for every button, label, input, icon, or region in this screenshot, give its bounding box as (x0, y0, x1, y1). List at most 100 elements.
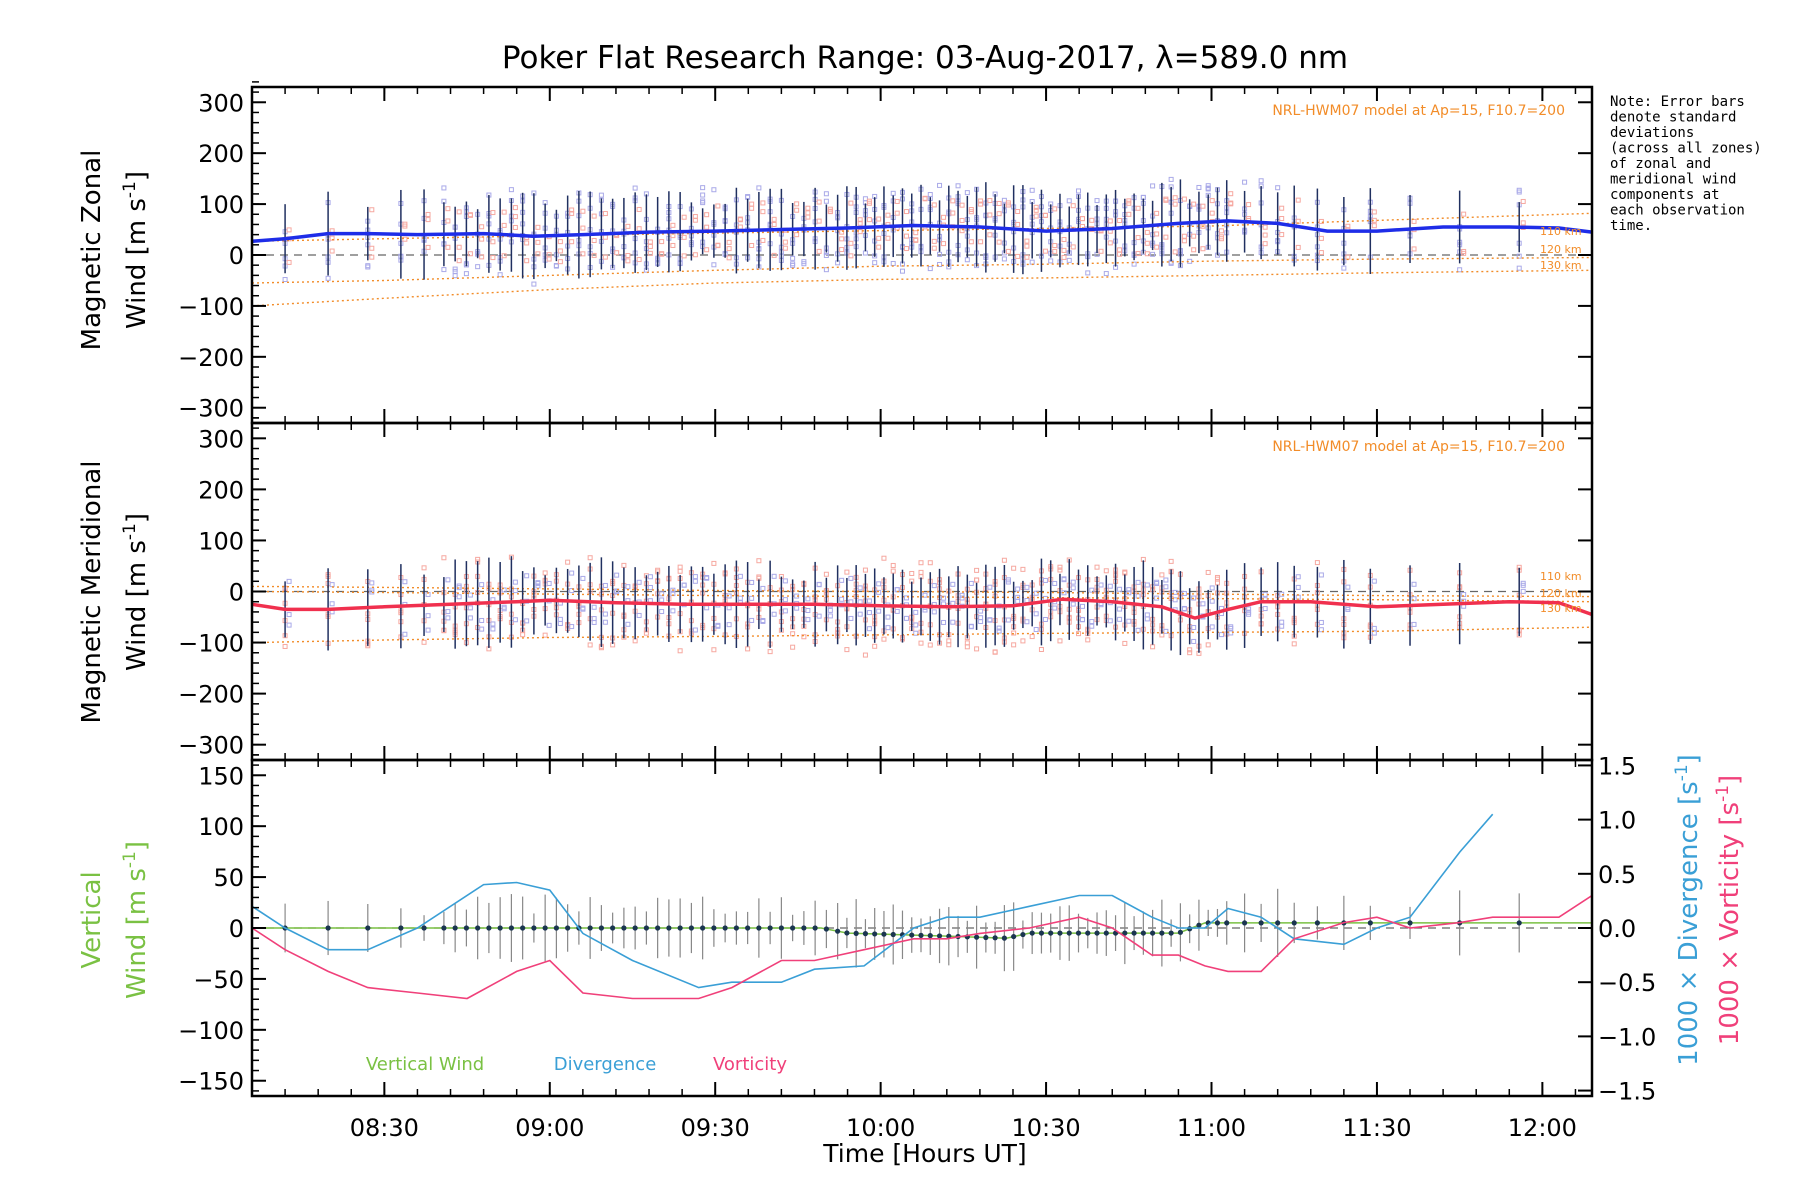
zone-point (542, 632, 548, 638)
vertical-wind-point (711, 925, 717, 931)
km-label: 120 km (1540, 587, 1582, 600)
zone-point (922, 592, 928, 598)
zone-point (857, 611, 863, 617)
zone-point (844, 647, 850, 653)
zone-point (848, 575, 854, 581)
zone-point (715, 622, 721, 628)
zone-point (894, 210, 900, 216)
zone-point (749, 595, 755, 601)
note-line: time. (1610, 218, 1652, 234)
zone-point (737, 573, 743, 579)
vertical-wind-point (756, 925, 762, 931)
y2-tick-label: 0.0 (1598, 915, 1636, 943)
zone-point (1279, 216, 1285, 222)
vertical-wind-point (666, 925, 672, 931)
zone-point (659, 597, 665, 603)
zone-point (711, 262, 717, 268)
zone-point (587, 642, 593, 648)
vertical-wind-point (918, 932, 924, 938)
vertical-wind-point (1314, 920, 1320, 926)
zone-point (1126, 618, 1132, 624)
zone-point (978, 608, 984, 614)
zone-point (1107, 240, 1113, 246)
zone-point (903, 233, 909, 239)
zone-point (456, 244, 462, 250)
zone-point (1318, 627, 1324, 633)
zone-point (946, 642, 952, 648)
y-tick-label: 0 (229, 915, 244, 943)
zone-point (749, 243, 755, 249)
zone-point (402, 236, 408, 242)
vertical-wind-point (1150, 930, 1156, 936)
zone-point (501, 587, 507, 593)
zone-point (737, 224, 743, 230)
zone-point (862, 250, 868, 256)
zone-point (692, 252, 698, 258)
zone-point (542, 570, 548, 576)
zone-point (1094, 564, 1100, 570)
zone-point (1345, 584, 1351, 590)
zone-point (1295, 197, 1301, 203)
panel-zonal: NRL-HWM07 model at Ap=15, F10.7=200 110 k… (178, 81, 1594, 425)
zone-point (501, 222, 507, 228)
zone-point (1103, 271, 1109, 277)
zone-point (591, 213, 597, 219)
zone-point (425, 211, 431, 217)
zone-point (1457, 267, 1463, 273)
zone-point (1191, 595, 1197, 601)
zone-point (1345, 254, 1351, 260)
zone-point (1015, 221, 1021, 227)
zone-point (771, 221, 777, 227)
zone-point (1089, 587, 1095, 593)
vertical-wind-point (1029, 930, 1035, 936)
zone-point (767, 649, 773, 655)
zone-point (964, 257, 970, 263)
vertical-wind-point (553, 925, 559, 931)
y-tick-label: 50 (213, 864, 244, 892)
vertical-wind-point (881, 931, 887, 937)
zone-point (670, 608, 676, 614)
zone-point (760, 585, 766, 591)
y-tick-label: 300 (198, 425, 244, 453)
zone-point (805, 617, 811, 623)
zone-point (978, 198, 984, 204)
zone-point (463, 271, 469, 277)
zone-point (903, 209, 909, 215)
x-tick-label: 10:30 (1011, 1114, 1080, 1142)
zone-point (903, 615, 909, 621)
vorticity-ylabel: 1000 × Vorticity [s-1] (1713, 775, 1745, 1045)
zone-point (1075, 631, 1081, 637)
zone-point (557, 239, 563, 245)
zone-point (587, 555, 593, 561)
zone-point (872, 260, 878, 266)
zone-point (715, 243, 721, 249)
zone-point (844, 569, 850, 575)
note-line: meridional wind (1610, 172, 1736, 188)
zone-point (749, 579, 755, 585)
zone-point (365, 264, 371, 270)
zone-point (876, 581, 882, 587)
zone-point (1144, 582, 1150, 588)
zone-point (636, 579, 642, 585)
zone-point (1262, 606, 1268, 612)
zone-point (823, 191, 829, 197)
note-line: denote standard (1610, 110, 1736, 126)
zone-point (885, 235, 891, 241)
zone-point (1262, 232, 1268, 238)
zone-point (425, 217, 431, 223)
vertical-wind-point (452, 925, 458, 931)
zone-point (918, 569, 924, 575)
x-tick-label: 11:30 (1342, 1114, 1411, 1142)
zone-point (782, 608, 788, 614)
zone-point (580, 251, 586, 257)
zone-point (1191, 233, 1197, 239)
vertical-ylabel-line2: Wind [m s-1] (120, 841, 152, 999)
zone-point (1154, 231, 1160, 237)
zone-point (1520, 198, 1526, 204)
zone-point (1005, 579, 1011, 585)
zone-point (580, 575, 586, 581)
zone-point (1411, 596, 1417, 602)
zone-point (913, 630, 919, 636)
vertical-wind-point (778, 925, 784, 931)
zone-point (1020, 566, 1026, 572)
